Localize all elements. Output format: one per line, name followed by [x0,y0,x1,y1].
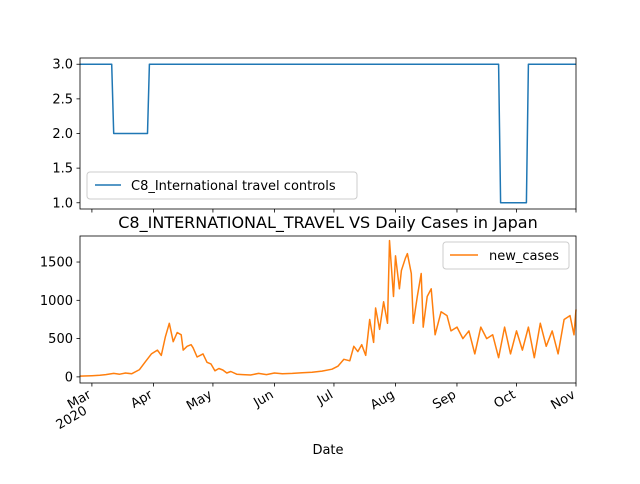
chart-title: C8_INTERNATIONAL_TRAVEL VS Daily Cases i… [118,213,537,233]
bottom-axes-frame [79,235,577,384]
x-axis-label: Date [312,443,343,458]
top-panel: 1.0 1.5 2.0 2.5 3.0 C8_International travel … [52,57,577,213]
top-x-ticks [91,209,577,213]
bottom-legend-label: new_cases [489,249,559,264]
top-axes-frame [79,57,577,210]
y-tick-label: 0 [65,370,73,385]
bottom-legend-box [442,241,570,270]
series-line-C8_International travel controls [80,63,576,204]
y-tick-label: 1.0 [52,196,73,211]
top-plot-area [80,63,576,204]
y-tick-label: 2.5 [52,92,73,107]
y-tick-label: 1000 [40,294,73,309]
top-legend: C8_International travel controls [86,171,358,200]
y-tick-label: 2.0 [52,127,73,142]
top-legend-box [86,171,358,200]
y-tick-label: 500 [48,332,73,347]
series-line-new_cases [79,239,577,377]
y-tick-label: 3.0 [52,58,73,73]
x-tick-label: Jul [314,387,336,408]
top-legend-label: C8_International travel controls [131,179,336,194]
y-tick-label: 1.5 [52,162,73,177]
bottom-plot-area [79,239,577,377]
top-y-ticks: 1.0 1.5 2.0 2.5 3.0 [52,58,80,211]
bottom-legend: new_cases [442,241,570,270]
y-tick-label: 1500 [40,256,73,271]
bottom-y-ticks: 0 500 1000 1500 [40,256,80,385]
